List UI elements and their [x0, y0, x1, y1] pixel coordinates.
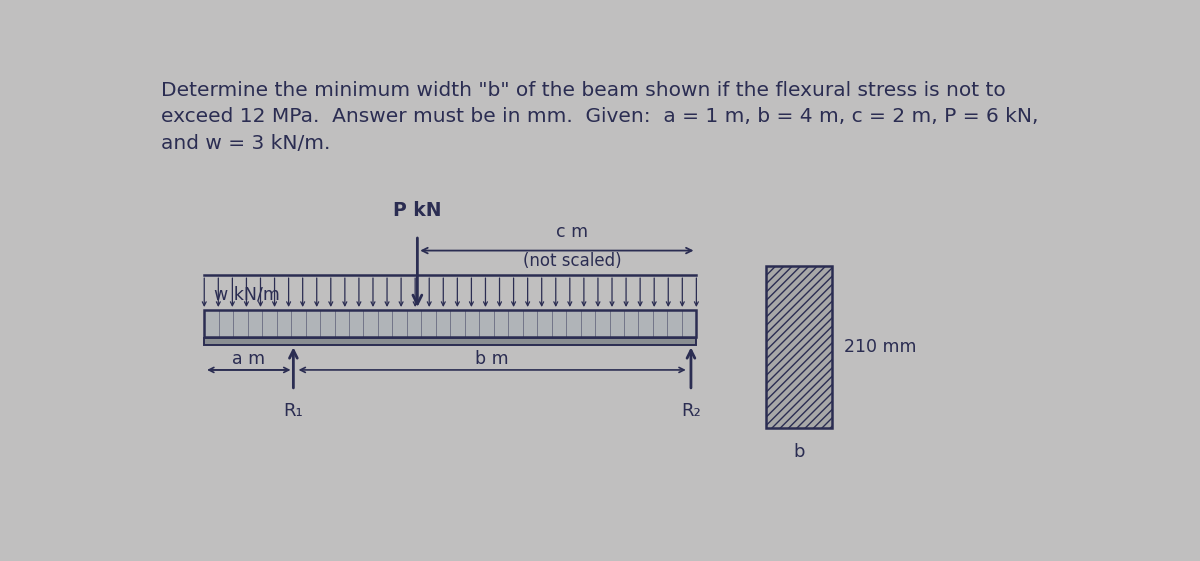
Text: P kN: P kN: [394, 201, 442, 220]
Text: w kN/m: w kN/m: [214, 286, 280, 304]
Text: exceed 12 MPa.  Answer must be in mm.  Given:  a = 1 m, b = 4 m, c = 2 m, P = 6 : exceed 12 MPa. Answer must be in mm. Giv…: [161, 107, 1038, 126]
Bar: [766, 266, 832, 427]
Bar: [204, 310, 696, 337]
Text: c m: c m: [557, 223, 588, 241]
Text: b: b: [793, 443, 805, 461]
Text: b m: b m: [475, 351, 509, 369]
Text: (not scaled): (not scaled): [523, 252, 622, 270]
Text: Determine the minimum width "b" of the beam shown if the flexural stress is not : Determine the minimum width "b" of the b…: [161, 81, 1006, 100]
Text: 210 mm: 210 mm: [845, 338, 917, 356]
Text: R₁: R₁: [283, 402, 304, 420]
Bar: [204, 338, 696, 344]
Text: R₂: R₂: [682, 402, 701, 420]
Text: a m: a m: [233, 351, 265, 369]
Text: and w = 3 kN/m.: and w = 3 kN/m.: [161, 134, 330, 153]
